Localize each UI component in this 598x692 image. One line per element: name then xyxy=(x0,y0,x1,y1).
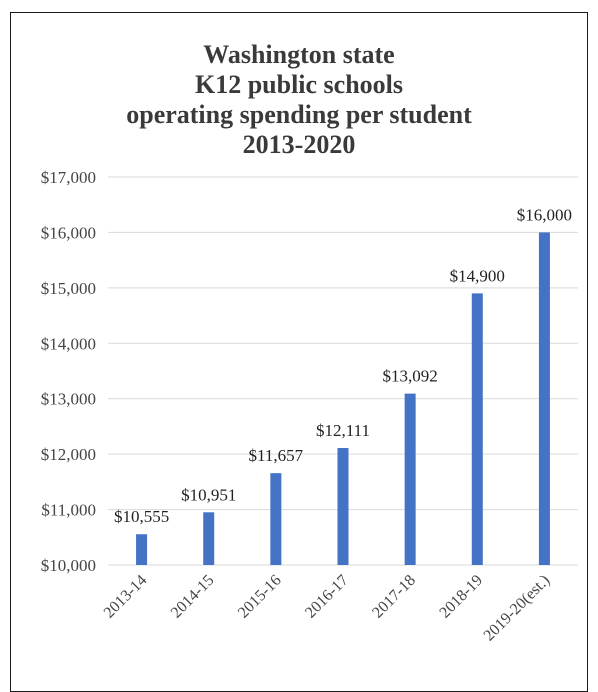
x-tick-label: 2019-20(est.) xyxy=(481,572,554,645)
chart-title-line-1: Washington state xyxy=(203,40,395,69)
bar-2014-15 xyxy=(203,512,215,565)
x-tick-label: 2013-14 xyxy=(101,572,151,622)
y-tick-label: $12,000 xyxy=(41,445,96,464)
chart-title-line-3: operating spending per student xyxy=(126,100,472,129)
y-tick-label: $10,000 xyxy=(41,556,96,575)
data-label: $12,111 xyxy=(316,421,370,440)
data-label: $10,555 xyxy=(114,507,169,526)
y-tick-label: $11,000 xyxy=(41,501,96,520)
data-label: $16,000 xyxy=(517,205,572,224)
y-tick-label: $13,000 xyxy=(41,390,96,409)
y-tick-label: $16,000 xyxy=(41,223,96,242)
x-tick-label: 2016-17 xyxy=(302,572,352,622)
bar-2019-20(est.) xyxy=(538,232,550,565)
x-tick-label: 2017-18 xyxy=(369,572,419,622)
y-axis-ticks: $10,000 $11,000 $12,000 $13,000 $14,000 $15,0… xyxy=(41,168,96,575)
bar-2018-19 xyxy=(471,293,483,565)
data-label: $13,092 xyxy=(383,367,438,386)
x-axis-ticks: 2013-14 2014-15 2015-16 2016-17 2017-18 2018-… xyxy=(101,572,554,645)
x-tick-label: 2018-19 xyxy=(436,572,486,622)
bars xyxy=(136,232,550,565)
y-tick-label: $17,000 xyxy=(41,168,96,187)
bar-2017-18 xyxy=(404,393,416,565)
bar-2013-14 xyxy=(136,534,148,565)
x-tick-label: 2015-16 xyxy=(235,572,285,622)
data-labels: $10,555 $10,951 $11,657 $12,111 $13,092 $14,9… xyxy=(114,205,572,526)
data-label: $11,657 xyxy=(249,446,304,465)
chart-title-line-4: 2013-2020 xyxy=(242,130,356,159)
chart-title-line-2: K12 public schools xyxy=(194,70,404,99)
chart-title: Washington state K12 public schools oper… xyxy=(0,40,598,160)
bar-2015-16 xyxy=(270,473,282,565)
x-tick-label: 2014-15 xyxy=(168,572,218,622)
bar-2016-17 xyxy=(337,447,349,565)
data-label: $10,951 xyxy=(181,485,236,504)
y-tick-label: $14,000 xyxy=(41,334,96,353)
data-label: $14,900 xyxy=(450,266,505,285)
y-tick-label: $15,000 xyxy=(41,279,96,298)
